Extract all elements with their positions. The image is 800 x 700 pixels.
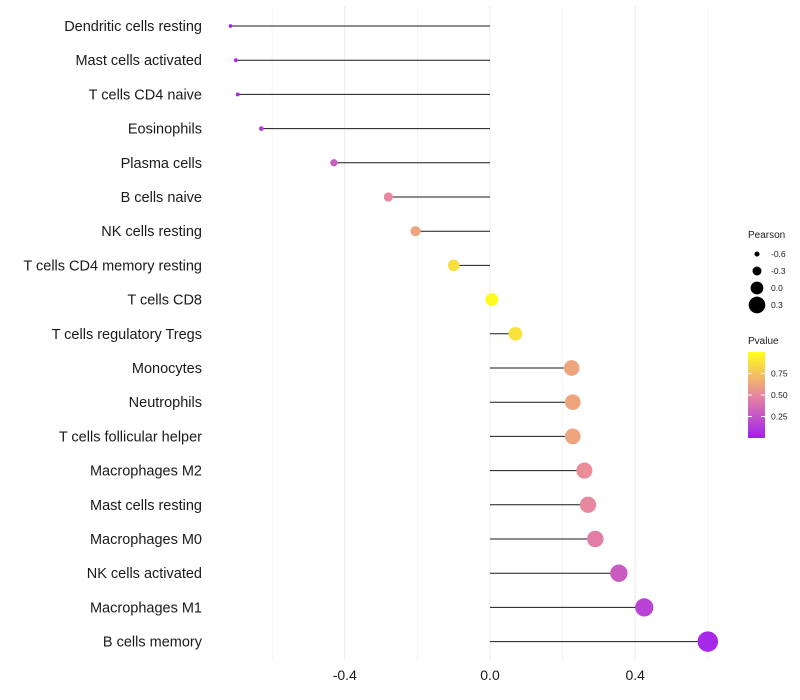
lollipop-dot (587, 530, 604, 548)
lollipop-dot (579, 496, 597, 513)
category-label: T cells CD4 memory resting (23, 258, 202, 274)
size-legend-label: -0.3 (771, 266, 786, 276)
pearson-legend-title: Pearson (748, 230, 785, 241)
size-legend-key (750, 281, 764, 295)
size-legend-label: -0.6 (771, 249, 786, 259)
x-tick-label: 0.4 (625, 667, 645, 683)
lollipop-dot (485, 293, 499, 307)
lollipop-dot (383, 192, 393, 202)
category-label: T cells CD8 (127, 293, 202, 309)
size-legend-label: 0.3 (771, 300, 783, 310)
lollipop-dot (564, 428, 581, 445)
colorbar-label: 0.75 (771, 369, 788, 379)
category-label: Mast cells activated (75, 53, 202, 69)
lollipop-dot (235, 92, 240, 97)
pearson-size-legend: Pearson -0.6 -0.3 0.0 0.3 (748, 230, 786, 314)
size-legend-label: 0.0 (771, 283, 783, 293)
category-label: NK cells resting (101, 224, 202, 240)
category-label: Eosinophils (128, 122, 202, 138)
lollipop-dot (447, 259, 460, 272)
lollipop-dot (610, 564, 628, 582)
colorbar-label: 0.25 (771, 412, 788, 422)
lollipop-dot (563, 360, 580, 376)
category-label: Dendritic cells resting (64, 19, 202, 35)
category-label: NK cells activated (87, 566, 202, 582)
lollipop-dot (697, 631, 719, 652)
colorbar-label: 0.50 (771, 390, 788, 400)
size-legend-key (748, 296, 766, 314)
category-label: Macrophages M2 (90, 464, 202, 480)
lollipop-dot (564, 394, 581, 411)
lollipop-dot (233, 58, 238, 63)
category-label: B cells naive (121, 190, 202, 206)
x-tick-label: -0.4 (333, 667, 357, 683)
category-label: Macrophages M1 (90, 600, 202, 616)
lollipop-dot (508, 326, 523, 341)
category-label: B cells memory (103, 635, 203, 651)
lollipop-dot (410, 226, 421, 237)
lollipop-stems (230, 25, 708, 643)
size-legend-key (754, 251, 760, 257)
category-label: Mast cells resting (90, 498, 202, 514)
pvalue-colorbar (748, 352, 765, 438)
category-label: Neutrophils (129, 395, 202, 411)
lollipop-dot (635, 598, 654, 617)
lollipop-dot (576, 462, 593, 479)
category-label: Monocytes (132, 361, 202, 377)
size-legend-key (752, 266, 762, 276)
category-label: T cells CD4 naive (89, 87, 202, 103)
lollipop-dots (228, 24, 719, 652)
category-label: T cells follicular helper (59, 429, 202, 445)
category-label: Macrophages M0 (90, 532, 202, 548)
category-label: T cells regulatory Tregs (52, 327, 202, 343)
pvalue-color-legend: Pvalue 0.75 0.50 0.25 (748, 336, 788, 438)
lollipop-dot (330, 159, 338, 167)
lollipop-dot (228, 24, 233, 28)
pvalue-legend-title: Pvalue (748, 336, 779, 347)
x-tick-label: 0.0 (480, 667, 500, 683)
lollipop-dot (258, 126, 264, 131)
grid-lines (271, 6, 709, 660)
x-axis-tick-labels: -0.4 0.0 0.4 (333, 667, 645, 683)
category-label: Plasma cells (121, 156, 202, 172)
y-axis-category-labels: Dendritic cells resting Mast cells activa… (23, 19, 202, 651)
